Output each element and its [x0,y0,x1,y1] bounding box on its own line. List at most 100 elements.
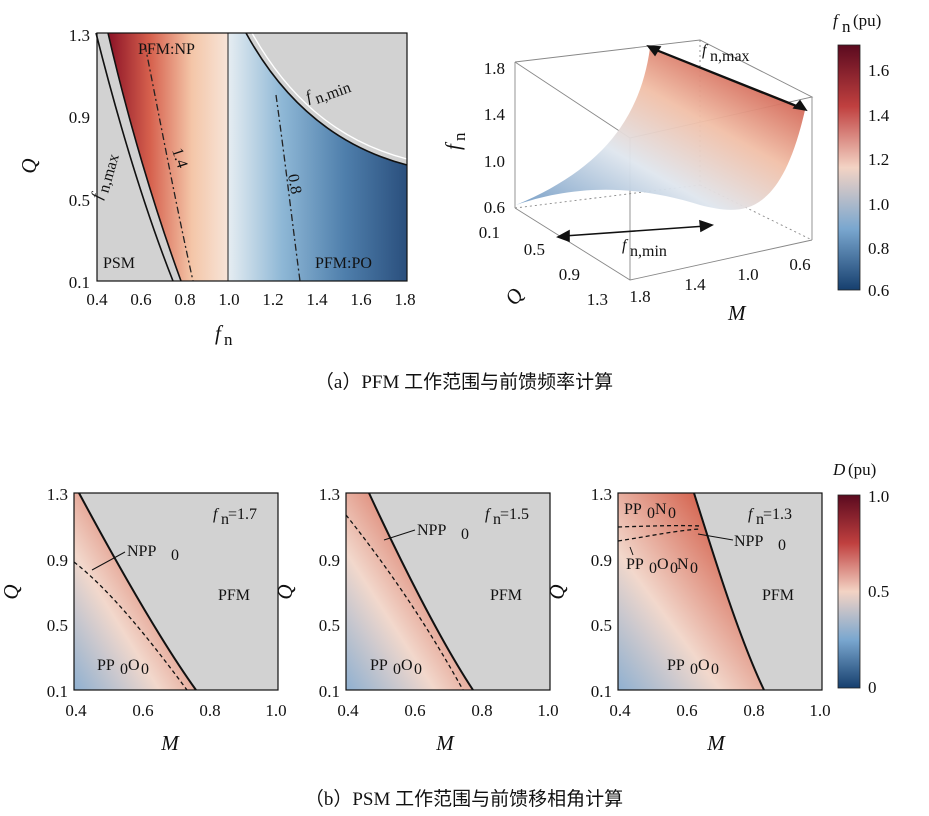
title-fn: f n =1.3 [748,506,792,528]
panel-a-left: PFM:NP PSM PFM:PO 1.4 0.8 f n,max f n,mi… [17,26,416,349]
title-fn: f n =1.7 [213,506,257,528]
xtick: 1.6 [350,290,371,309]
mtick: 1.0 [737,265,758,284]
ztick: 1.8 [484,59,505,78]
boundary [693,492,765,691]
label-npp0: NPP 0 [91,543,179,571]
n-text: N [677,556,689,573]
ytick: 0.9 [591,551,612,570]
xtick: 0.4 [609,701,631,720]
cbar-a-title-base: f [833,11,840,30]
fnmin3d-sub: n,min [630,243,667,260]
pp-text: PP [624,501,642,518]
npp-sub: 0 [461,526,469,543]
arrow-fn-max [646,45,808,112]
cbar-tick: 1.4 [868,106,890,125]
caption-a: （a）PFM 工作范围与前馈频率计算 [315,371,613,393]
n-text: N [655,501,667,518]
ytick: 0.5 [319,616,340,635]
label-fn-min-3d: f n,min [622,237,667,260]
y-ticks-a: 1.3 0.9 0.5 0.1 [69,26,90,292]
ytick: 0.9 [47,551,68,570]
x-axis-label: M [706,731,726,755]
plot-frame [73,492,279,691]
xtick: 0.6 [404,701,425,720]
panel-b2: f n =1.5 NPP 0 PFM PP 0 O 0 1.3 0.9 0.5 … [273,485,559,755]
ytick: 0.1 [591,682,612,701]
x-axis-label-fn: f n [215,321,233,349]
xtick: 1.0 [265,701,286,720]
o-text: O [698,657,710,674]
pp-text: PP [667,657,685,674]
boundary-fn-min-outer [251,32,408,160]
fnmax-base: f [89,190,107,201]
zlabel-sub: n [450,132,469,141]
title-base: f [213,506,220,523]
label-npp0: NPP 0 [697,533,786,554]
pp-sub: 0 [690,661,698,678]
dashed-boundary [617,528,701,542]
colorbar-d: D (pu) 1.0 0.5 0 [832,460,889,697]
xtick: 1.0 [218,290,239,309]
o-text: O [657,556,669,573]
caption-b: （b）PSM 工作范围与前馈移相角计算 [305,788,623,810]
cbar-tick: 1.0 [868,487,889,506]
n-sub: 0 [668,505,676,522]
fnmin3d-base: f [622,237,629,254]
xtick: 0.4 [337,701,359,720]
npp-sub: 0 [778,537,786,554]
xtick: 1.0 [537,701,558,720]
xtick: 1.2 [262,290,283,309]
cbar-tick: 0.5 [868,582,889,601]
label-psm: PSM [103,255,135,272]
n-sub: 0 [690,560,698,577]
o-sub: 0 [670,560,678,577]
plot-frame [96,32,408,282]
ytick: 0.1 [47,682,68,701]
ytick: 0.5 [591,616,612,635]
o-text: O [401,657,413,674]
boundary [78,492,197,691]
title-sub: n [756,511,764,528]
xlabel-sub: n [224,330,233,349]
npp-sub: 0 [171,547,179,564]
title-value: =1.7 [228,506,257,523]
y-axis-label-q: Q [17,158,41,173]
boundary-fn-max [95,32,174,282]
ytick: 0.5 [47,616,68,635]
title-base: f [748,506,755,523]
title-value: =1.5 [500,506,529,523]
region-pfm-np-fill [108,33,228,281]
contour-0-8 [275,94,301,282]
xtick: 0.6 [132,701,153,720]
surface-fn [516,48,805,210]
npp-text: NPP [417,522,446,539]
x-axis-label: M [160,731,180,755]
region-psm-fill [346,493,473,690]
contour-label-0-8: 0.8 [284,173,304,196]
m-axis-label-3d: M [727,301,747,325]
label-pfm: PFM [762,587,794,604]
xtick: 0.4 [86,290,108,309]
cbar-tick: 1.6 [868,61,889,80]
label-pp0o0: PP 0 O 0 [370,657,422,678]
title-value: =1.3 [763,506,792,523]
region-psm-fill [618,493,764,690]
npp-text: NPP [734,533,763,550]
xtick: 0.8 [199,701,220,720]
label-pp0o0: PP 0 O 0 [97,657,149,678]
fnmax3d-sub: n,max [710,48,750,65]
pp-sub: 0 [120,661,128,678]
label-pfm: PFM [490,587,522,604]
panel-a-right: f n,max f n,min 1.8 1.4 1.0 0.6 f n 0.1 … [441,39,814,325]
xtick: 0.6 [130,290,151,309]
label-fn-max-3d: f n,max [702,42,750,65]
label-pp0o0n0: PP 0 O 0 N 0 [626,546,698,577]
cbar-tick: 0.8 [868,239,889,258]
xtick: 1.4 [306,290,328,309]
ztick: 1.0 [484,152,505,171]
pp-text: PP [626,556,644,573]
plot-frame [345,492,551,691]
ytick: 0.9 [319,551,340,570]
o-sub: 0 [141,661,149,678]
